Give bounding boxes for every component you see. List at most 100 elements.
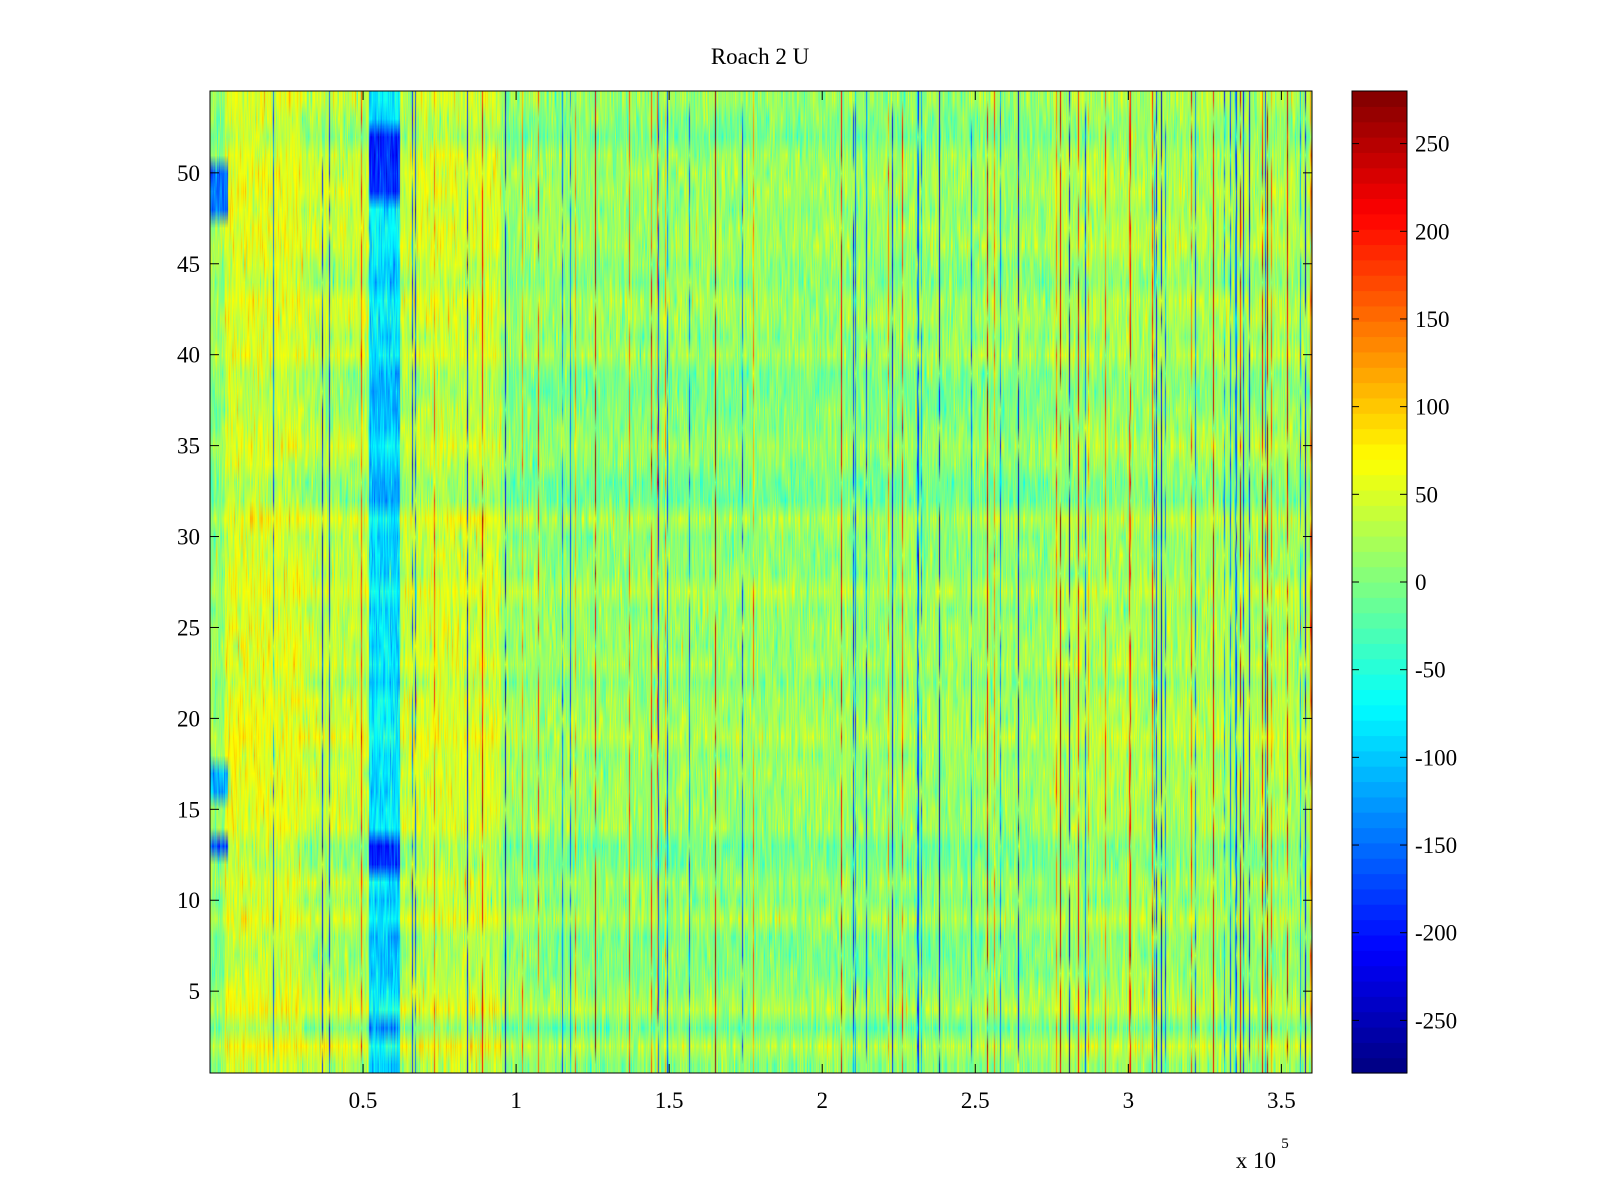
y-tick-label: 30 xyxy=(177,525,200,550)
x-scale-label: x 10 xyxy=(1236,1148,1276,1173)
colorbar-segment xyxy=(1352,428,1407,445)
colorbar-segment xyxy=(1352,382,1407,399)
y-tick-label: 5 xyxy=(189,979,201,1004)
colorbar-segment xyxy=(1352,1057,1407,1074)
colorbar-segment xyxy=(1352,996,1407,1013)
colorbar-segment xyxy=(1352,781,1407,798)
colorbar-segment xyxy=(1352,167,1407,184)
colorbar-segment xyxy=(1352,367,1407,384)
colorbar-segment xyxy=(1352,950,1407,967)
x-tick-label: 3.5 xyxy=(1267,1088,1296,1113)
colorbar-segment xyxy=(1352,535,1407,552)
colorbar-segment xyxy=(1352,213,1407,230)
colorbar-segment xyxy=(1352,106,1407,123)
colorbar-segment xyxy=(1352,520,1407,537)
x-tick-label: 1 xyxy=(510,1088,522,1113)
colorbar-tick-label: 200 xyxy=(1415,219,1450,244)
colorbar-tick-label: 250 xyxy=(1415,132,1450,157)
colorbar-segment xyxy=(1352,1011,1407,1028)
colorbar-segment xyxy=(1352,275,1407,292)
colorbar xyxy=(1351,90,1408,1074)
colorbar-segment xyxy=(1352,582,1407,598)
colorbar-segment xyxy=(1352,704,1407,721)
colorbar-tick-label: -100 xyxy=(1415,745,1457,770)
y-tick-label: 40 xyxy=(177,343,200,368)
colorbar-tick-label: 50 xyxy=(1415,482,1438,507)
y-tick-label: 50 xyxy=(177,161,200,186)
colorbar-segment xyxy=(1352,474,1407,491)
colorbar-segment xyxy=(1352,551,1407,568)
colorbar-segment xyxy=(1352,888,1407,905)
colorbar-segment xyxy=(1352,351,1407,368)
colorbar-segment xyxy=(1352,1026,1407,1043)
colorbar-segment xyxy=(1352,1042,1407,1059)
y-tick-label: 10 xyxy=(177,888,200,913)
colorbar-segment xyxy=(1352,812,1407,829)
colorbar-segment xyxy=(1352,290,1407,307)
colorbar-segment xyxy=(1352,628,1407,644)
colorbar-segment xyxy=(1352,321,1407,338)
colorbar-segment xyxy=(1352,183,1407,200)
colorbar-segment xyxy=(1352,612,1407,629)
y-tick-label: 25 xyxy=(177,615,200,640)
colorbar-segment xyxy=(1352,305,1407,322)
x-tick-label: 0.5 xyxy=(349,1088,378,1113)
colorbar-segment xyxy=(1352,965,1407,982)
colorbar-segment xyxy=(1352,489,1407,506)
colorbar-segment xyxy=(1352,674,1407,691)
colorbar-segment xyxy=(1352,244,1407,261)
colorbar-segment xyxy=(1352,689,1407,706)
colorbar-segment xyxy=(1352,750,1407,767)
chart-title: Roach 2 U xyxy=(711,44,810,69)
colorbar-segment xyxy=(1352,259,1407,276)
colorbar-segment xyxy=(1352,873,1407,890)
colorbar-segment xyxy=(1352,137,1407,153)
colorbar-segment xyxy=(1352,827,1407,844)
colorbar-segment xyxy=(1352,720,1407,737)
colorbar-segment xyxy=(1352,397,1407,414)
colorbar-tick-label: -150 xyxy=(1415,833,1457,858)
x-tick-label: 1.5 xyxy=(655,1088,684,1113)
x-axis: 0.5 1 1.5 2 2.5 3 3.5 xyxy=(349,91,1296,1113)
colorbar-segment xyxy=(1352,643,1407,660)
colorbar-axis: -250 -200 -150 -100 -50 0 50 100 150 200 250 xyxy=(1352,132,1457,1033)
colorbar-tick-label: -200 xyxy=(1415,921,1457,946)
colorbar-segment xyxy=(1352,413,1407,430)
x-tick-label: 2.5 xyxy=(961,1088,990,1113)
y-tick-label: 20 xyxy=(177,706,200,731)
colorbar-tick-label: -50 xyxy=(1415,658,1446,683)
colorbar-tick-label: 0 xyxy=(1415,570,1427,595)
colorbar-tick-label: 150 xyxy=(1415,307,1450,332)
y-tick-label: 35 xyxy=(177,434,200,459)
plot-frame xyxy=(209,90,1313,1074)
colorbar-segment xyxy=(1352,229,1407,246)
colorbar-segment xyxy=(1352,152,1407,169)
colorbar-segment xyxy=(1352,566,1407,583)
colorbar-segment xyxy=(1352,597,1407,614)
y-tick-label: 45 xyxy=(177,252,200,277)
colorbar-segment xyxy=(1352,766,1407,783)
colorbar-segment xyxy=(1352,336,1407,353)
colorbar-tick-label: 100 xyxy=(1415,395,1450,420)
colorbar-segment xyxy=(1352,443,1407,460)
colorbar-segment xyxy=(1352,198,1407,215)
heatmap-image xyxy=(210,91,1312,1073)
colorbar-segment xyxy=(1352,505,1407,522)
y-axis: 5 10 15 20 25 30 35 40 45 50 xyxy=(177,161,1312,1004)
colorbar-segment xyxy=(1352,91,1407,107)
colorbar-segment xyxy=(1352,842,1407,859)
colorbar-segment xyxy=(1352,735,1407,752)
colorbar-segment xyxy=(1352,858,1407,875)
y-tick-label: 15 xyxy=(177,797,200,822)
colorbar-segment xyxy=(1352,121,1407,138)
colorbar-segment xyxy=(1352,980,1407,997)
colorbar-segment xyxy=(1352,459,1407,476)
colorbar-segment xyxy=(1352,904,1407,921)
colorbar-segment xyxy=(1352,658,1407,675)
colorbar-segment xyxy=(1352,934,1407,951)
x-scale-exponent: 5 xyxy=(1281,1136,1289,1152)
colorbar-segment xyxy=(1352,796,1407,813)
colorbar-segment xyxy=(1352,919,1407,936)
x-tick-label: 3 xyxy=(1123,1088,1135,1113)
